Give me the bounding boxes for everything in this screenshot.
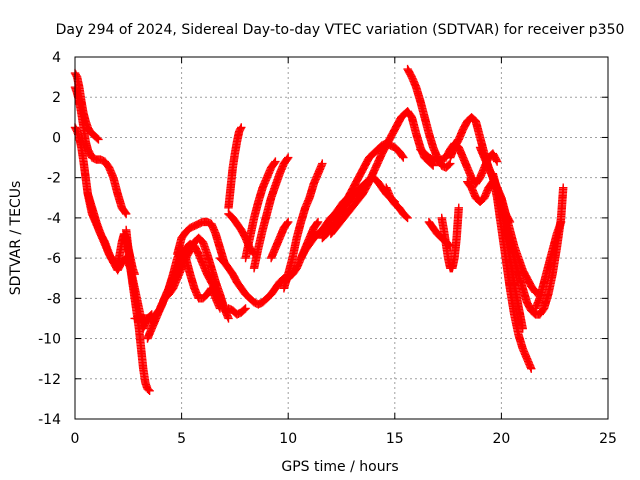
data-point <box>271 157 280 166</box>
series-arc-29 <box>488 169 527 333</box>
series-arc-14 <box>241 157 280 263</box>
series-arc-4 <box>83 189 156 333</box>
x-tick-label: 20 <box>492 431 510 447</box>
data-point <box>283 218 292 228</box>
data-point <box>240 305 249 314</box>
series-arc-21 <box>382 183 412 223</box>
data-point <box>121 209 131 219</box>
data-point <box>270 158 279 167</box>
axes: 0 5 10 15 20 25 -14 -12 -10 -8 -6 -4 -2 0 2 4 <box>38 50 617 447</box>
data-point <box>556 217 566 227</box>
series-arc-25 <box>437 203 463 273</box>
series-arc-5 <box>121 225 154 396</box>
data-point <box>224 314 233 323</box>
plot-frame <box>74 56 609 420</box>
data-point <box>236 124 245 133</box>
x-tick-label: 5 <box>177 431 186 447</box>
data-point <box>444 160 454 169</box>
series-arc-10 <box>224 123 246 213</box>
series-arc-9 <box>156 233 233 323</box>
chart-title: Day 294 of 2024, Sidereal Day-to-day VTE… <box>56 22 625 38</box>
data-point <box>241 304 250 313</box>
series-arc-12 <box>224 304 250 319</box>
y-tick-label: -10 <box>38 332 61 348</box>
series-arc-8 <box>173 217 229 267</box>
data-point <box>284 217 293 227</box>
data-point <box>399 153 408 162</box>
x-axis-label: GPS time / hours <box>281 459 398 475</box>
series-arc-16 <box>266 217 293 263</box>
data-point <box>313 217 323 227</box>
data-point <box>94 135 103 144</box>
x-tick-label: 25 <box>599 431 617 447</box>
x-tick-label: 10 <box>279 431 297 447</box>
series-arc-13 <box>215 217 323 309</box>
data-point <box>454 203 463 213</box>
data-point <box>492 156 501 165</box>
data-point <box>144 385 153 395</box>
data-point <box>283 154 292 163</box>
data-point <box>284 153 293 162</box>
series-arc-31 <box>531 217 566 313</box>
y-tick-label: -8 <box>47 291 61 307</box>
y-tick-label: -2 <box>47 171 61 187</box>
data-point <box>318 159 327 168</box>
y-tick-label: 0 <box>52 130 61 146</box>
y-tick-label: -14 <box>38 412 61 428</box>
data-point <box>145 386 154 396</box>
data-point <box>93 134 102 143</box>
y-tick-label: -4 <box>47 211 61 227</box>
data-series <box>70 64 568 396</box>
x-tick-label: 15 <box>386 431 404 447</box>
y-tick-label: -6 <box>47 251 61 267</box>
data-point <box>492 157 502 166</box>
series-arc-15 <box>249 153 293 273</box>
y-tick-label: 2 <box>52 90 61 106</box>
data-point <box>402 212 411 222</box>
series-arc-2 <box>70 82 131 219</box>
data-point <box>398 152 407 161</box>
data-point <box>121 208 130 217</box>
data-point <box>559 183 568 192</box>
y-axis-label: SDTVAR / TECUs <box>8 181 24 296</box>
data-point <box>237 123 246 132</box>
series-arc-17 <box>279 159 327 293</box>
data-point <box>312 218 322 228</box>
data-point <box>403 213 412 223</box>
x-tick-label: 0 <box>71 431 80 447</box>
y-tick-label: -12 <box>38 372 61 388</box>
data-point <box>518 324 527 333</box>
data-point <box>527 364 536 373</box>
y-tick-label: 4 <box>52 50 61 66</box>
